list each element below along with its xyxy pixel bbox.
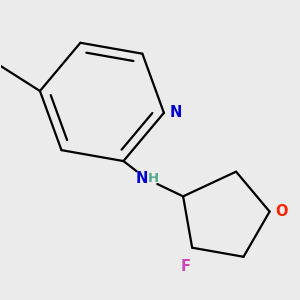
Text: O: O: [276, 204, 288, 219]
Text: H: H: [148, 172, 159, 185]
Text: N: N: [136, 171, 148, 186]
Text: N: N: [169, 105, 182, 120]
Text: F: F: [180, 259, 190, 274]
